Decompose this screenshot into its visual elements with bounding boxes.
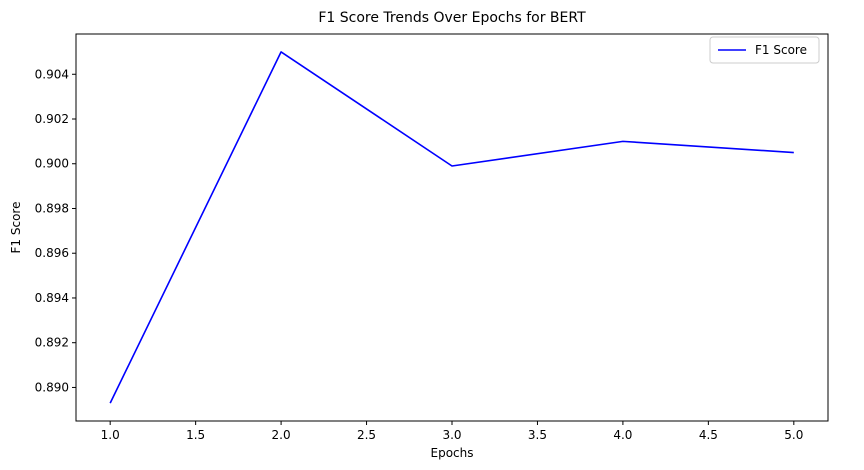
y-tick-label: 0.904 (35, 67, 69, 81)
series-layer (109, 51, 794, 404)
x-tick-label: 2.0 (272, 428, 291, 442)
legend-box (709, 36, 820, 64)
y-tick-label: 0.892 (35, 336, 69, 350)
y-axis-ticks: 0.890 0.892 0.894 0.896 0.898 0.900 0.902 0.904 (35, 67, 76, 394)
legend: F1 Score (709, 36, 820, 64)
x-axis-ticks: 1.0 1.5 2.0 2.5 3.0 3.5 4.0 4.5 5.0 (101, 421, 803, 442)
y-tick-label: 0.894 (35, 291, 69, 305)
series-line (109, 51, 794, 404)
x-tick-label: 1.5 (186, 428, 205, 442)
y-axis-label: F1 Score (9, 202, 23, 254)
x-tick-label: 5.0 (784, 428, 803, 442)
legend-label: F1 Score (755, 43, 807, 57)
x-tick-label: 3.0 (442, 428, 461, 442)
plot-frame (75, 33, 829, 422)
x-tick-label: 3.5 (528, 428, 547, 442)
y-tick-label: 0.890 (35, 380, 69, 394)
x-tick-label: 4.0 (613, 428, 632, 442)
chart-title: F1 Score Trends Over Epochs for BERT (318, 10, 586, 26)
y-tick-label: 0.896 (35, 246, 69, 260)
x-axis-label: Epochs (431, 446, 474, 460)
x-tick-label: 4.5 (699, 428, 718, 442)
y-tick-label: 0.898 (35, 201, 69, 215)
y-tick-label: 0.900 (35, 157, 69, 171)
x-tick-label: 1.0 (101, 428, 120, 442)
y-tick-label: 0.902 (35, 112, 69, 126)
x-tick-label: 2.5 (357, 428, 376, 442)
